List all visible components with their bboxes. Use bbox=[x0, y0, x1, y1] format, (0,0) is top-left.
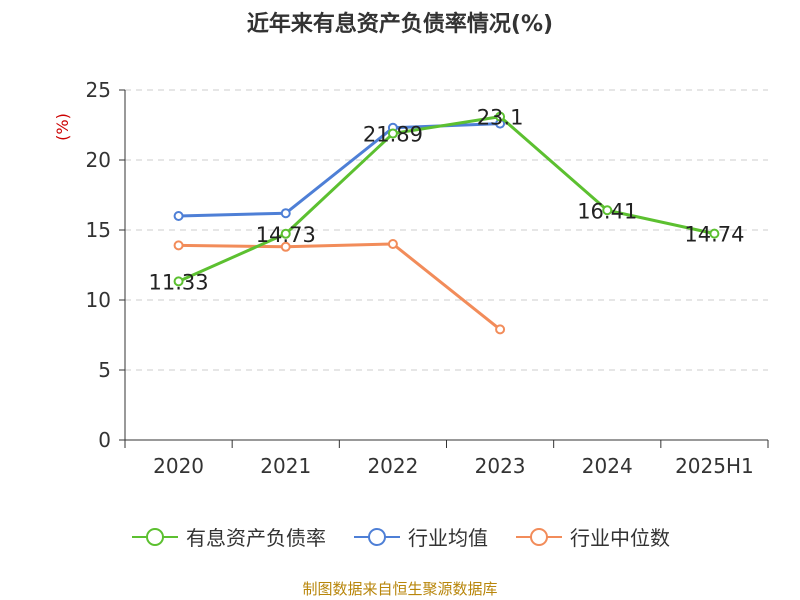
legend-marker-blue bbox=[354, 527, 400, 546]
y-tick-label: 0 bbox=[98, 428, 111, 452]
data-point[interactable] bbox=[387, 128, 398, 139]
x-tick-label: 2023 bbox=[475, 454, 526, 478]
gridlines bbox=[125, 89, 768, 371]
data-label: 11.33 bbox=[149, 270, 209, 294]
data-label: 16.41 bbox=[577, 199, 637, 223]
data-point[interactable] bbox=[280, 228, 291, 239]
data-point[interactable] bbox=[495, 324, 506, 335]
x-tick-label: 2021 bbox=[260, 454, 311, 478]
data-point[interactable] bbox=[280, 208, 291, 219]
x-tick-label: 2020 bbox=[153, 454, 204, 478]
data-labels: 11.33 14.73 21.89 23.1 16.41 14.74 bbox=[149, 106, 745, 295]
data-label: 21.89 bbox=[363, 123, 423, 147]
legend-item-interest-bearing-debt-ratio[interactable]: 有息资产负债率 bbox=[130, 522, 326, 551]
y-tick-label: 10 bbox=[86, 288, 111, 312]
legend-label: 行业中位数 bbox=[570, 526, 670, 550]
legend-item-industry-median[interactable]: 行业中位数 bbox=[514, 522, 670, 551]
legend-marker-orange bbox=[516, 527, 562, 546]
data-point[interactable] bbox=[173, 211, 184, 221]
data-point[interactable] bbox=[709, 228, 720, 239]
y-tick-label: 20 bbox=[86, 148, 111, 172]
series-line bbox=[177, 115, 715, 283]
data-point[interactable] bbox=[173, 240, 184, 251]
y-tick-label: 25 bbox=[86, 78, 111, 102]
data-point[interactable] bbox=[280, 241, 291, 252]
series-line bbox=[178, 242, 502, 331]
legend: 有息资产负债率 行业均值 行业中位数 bbox=[0, 522, 800, 551]
data-point[interactable] bbox=[387, 239, 398, 249]
data-label: 14.73 bbox=[256, 223, 316, 247]
data-label: 23.1 bbox=[477, 106, 524, 130]
legend-item-industry-average[interactable]: 行业均值 bbox=[352, 522, 488, 551]
y-tick-label: 5 bbox=[98, 358, 111, 382]
x-tick-label: 2025H1 bbox=[675, 454, 754, 478]
x-tick-label: 2024 bbox=[582, 454, 633, 478]
y-tick-label: 15 bbox=[86, 218, 111, 242]
legend-marker-green bbox=[132, 527, 178, 546]
legend-label: 有息资产负债率 bbox=[186, 526, 326, 550]
y-axis-label: (%) bbox=[53, 113, 72, 141]
legend-label: 行业均值 bbox=[408, 526, 488, 550]
data-point[interactable] bbox=[173, 276, 184, 287]
data-point[interactable] bbox=[602, 205, 613, 216]
x-tick-label: 2022 bbox=[367, 454, 418, 478]
axes: 0 5 10 15 20 25 2020 2021 2022 2023 2024 2025H1 (%) bbox=[53, 78, 769, 478]
data-point[interactable] bbox=[495, 111, 506, 122]
data-label: 14.74 bbox=[684, 223, 744, 247]
chart-title: 近年来有息资产负债率情况(%) bbox=[246, 12, 554, 37]
series-lines bbox=[173, 111, 720, 335]
source-note: 制图数据来自恒生聚源数据库 bbox=[302, 580, 498, 598]
series-line bbox=[178, 122, 501, 218]
